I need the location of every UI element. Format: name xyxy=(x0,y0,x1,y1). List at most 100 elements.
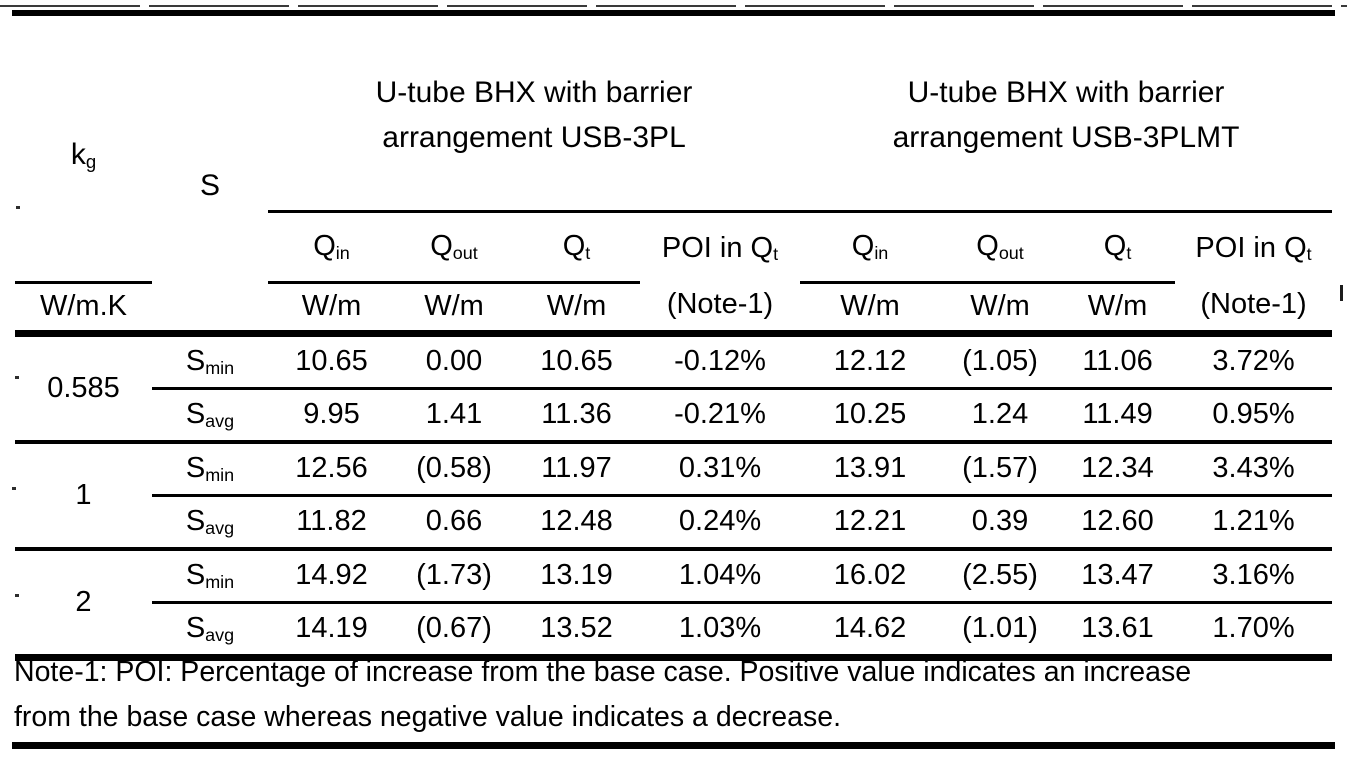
data-cell: 13.19 xyxy=(513,551,640,604)
table-row: 1 Smin 12.56 (0.58) 11.97 0.31% 13.91 (1… xyxy=(15,444,1333,511)
kg-value-cell: 2 xyxy=(75,585,92,618)
table-row: 0.585 Smin 10.65 0.00 10.65 -0.12% 12.12… xyxy=(15,337,1333,404)
data-cell: 13.52 xyxy=(540,612,613,645)
table-row: 2 Smin 14.92 (1.73) 13.19 1.04% 16.02 (2… xyxy=(15,551,1333,618)
data-cell: 14.62 xyxy=(833,612,907,645)
col-header-qin: Qin xyxy=(268,211,395,284)
group-title-line2: arrangement USB-3PL xyxy=(382,121,686,154)
poi-label: POI in Qt xyxy=(661,231,779,265)
data-cell: 10.65 xyxy=(268,337,395,390)
col-header-qt: Qt xyxy=(1060,211,1176,284)
table-row: Savg 14.19 (0.67) 13.52 1.03% 14.62 (1.0… xyxy=(15,603,1332,655)
data-cell: 3.16% xyxy=(1175,551,1333,604)
s-label-cell: Savg xyxy=(185,612,235,645)
header-units-row: W/m.K W/m W/m W/m W/m W/m W/m xyxy=(15,283,1332,331)
col-header-poi: POI in Qt (Note-1) xyxy=(640,212,800,331)
col-header-qt: Qt xyxy=(513,211,640,284)
data-cell: 12.56 xyxy=(268,444,395,497)
unit-wm: W/m xyxy=(301,290,362,323)
data-cell: -0.12% xyxy=(640,337,801,390)
group-title-line1: U-tube BHX with barrier xyxy=(907,76,1225,109)
data-cell: 12.12 xyxy=(800,337,941,390)
poi-note-ref: (Note-1) xyxy=(1200,287,1307,320)
data-cell: 1.04% xyxy=(640,551,801,604)
scan-artifact-dot xyxy=(16,206,20,209)
s-label: S xyxy=(199,168,220,202)
group-title-line2: arrangement USB-3PLMT xyxy=(892,121,1240,154)
data-cell: (1.01) xyxy=(962,612,1038,645)
data-cell: 16.02 xyxy=(800,551,941,604)
body-bottom-rule xyxy=(15,654,1333,661)
data-cell: 11.97 xyxy=(513,444,640,497)
kg-label: kg xyxy=(70,138,97,172)
data-cell: 11.06 xyxy=(1060,337,1176,390)
data-cell: (0.58) xyxy=(395,444,513,497)
data-cell: 3.43% xyxy=(1175,444,1333,497)
data-cell: 1.03% xyxy=(678,612,762,645)
scan-artifact-dot xyxy=(15,376,19,379)
data-cell: 1.70% xyxy=(1212,612,1295,645)
col-header-qin: Qin xyxy=(800,211,941,284)
data-cell: 12.48 xyxy=(540,505,613,538)
s-label-cell: Smin xyxy=(152,551,268,604)
group-header-usb-3pl: U-tube BHX with barrier arrangement USB-… xyxy=(268,16,801,213)
data-cell: 1.24 xyxy=(971,398,1029,431)
data-cell: 12.34 xyxy=(1060,444,1176,497)
data-cell: 0.95% xyxy=(1212,398,1295,431)
col-header-qout: Qout xyxy=(940,211,1061,284)
header-qlabel-row: Qin Qout Qt POI in Qt (Note-1) Qin Qout … xyxy=(15,211,1332,320)
data-cell: 1.21% xyxy=(1212,505,1295,538)
data-cell: 12.21 xyxy=(833,505,907,538)
data-cell: (2.55) xyxy=(940,551,1061,604)
poi-note-ref: (Note-1) xyxy=(666,287,774,320)
group-title-line1: U-tube BHX with barrier xyxy=(375,76,693,109)
unit-wm: W/m xyxy=(1087,290,1148,323)
data-cell: 13.47 xyxy=(1060,551,1176,604)
col-header-qout: Qout xyxy=(395,211,513,284)
data-cell: 14.92 xyxy=(268,551,395,604)
kg-value-cell: 0.585 xyxy=(47,371,120,404)
data-cell: 10.65 xyxy=(513,337,640,390)
data-cell: (1.73) xyxy=(395,551,513,604)
data-cell: (0.67) xyxy=(416,612,492,645)
bottom-thick-rule xyxy=(12,742,1335,749)
poi-label: POI in Qt xyxy=(1195,231,1312,265)
s-label-cell: Savg xyxy=(185,398,235,431)
data-cell: (1.05) xyxy=(940,337,1061,390)
header-title-row: kg S U-tube BHX with barrier arrangement… xyxy=(15,16,1333,284)
data-cell: 1.41 xyxy=(425,398,483,431)
s-label-cell: Smin xyxy=(152,444,268,497)
data-cell: 0.31% xyxy=(640,444,801,497)
data-cell: 10.25 xyxy=(833,398,907,431)
data-cell: 11.36 xyxy=(541,398,612,431)
data-cell: 13.91 xyxy=(800,444,941,497)
col-header-s: S xyxy=(152,16,268,330)
col-header-kg: kg xyxy=(15,16,152,284)
unit-kg: W/m.K xyxy=(40,290,127,323)
data-cell: 0.66 xyxy=(425,505,483,538)
table-footnote: Note-1: POI: Percentage of increase from… xyxy=(14,650,1339,740)
unit-wm: W/m xyxy=(840,290,900,323)
table-row: Savg 11.82 0.66 12.48 0.24% 12.21 0.39 1… xyxy=(15,496,1332,548)
top-dashed-rule xyxy=(0,5,1347,7)
group-header-usb-3plmt: U-tube BHX with barrier arrangement USB-… xyxy=(800,16,1333,213)
data-cell: (1.57) xyxy=(940,444,1061,497)
data-cell: 12.60 xyxy=(1081,505,1154,538)
scan-artifact-dot xyxy=(15,594,19,597)
data-cell: 11.82 xyxy=(296,505,367,538)
data-cell: 11.49 xyxy=(1082,398,1153,431)
unit-wm: W/m xyxy=(970,290,1030,323)
footnote-line1: Note-1: POI: Percentage of increase from… xyxy=(14,656,1192,688)
results-table: kg S U-tube BHX with barrier arrangement… xyxy=(15,16,1333,661)
unit-wm: W/m xyxy=(546,290,607,323)
header-bottom-rule xyxy=(15,330,1333,337)
scan-artifact-dot xyxy=(12,487,16,490)
data-cell: 0.00 xyxy=(395,337,513,390)
kg-value-cell: 1 xyxy=(75,478,92,511)
data-cell: 0.39 xyxy=(971,505,1029,538)
data-cell: 3.72% xyxy=(1175,337,1333,390)
group-separator-rule xyxy=(15,440,1333,444)
group-separator-rule xyxy=(15,547,1333,551)
data-cell: -0.21% xyxy=(674,398,766,431)
